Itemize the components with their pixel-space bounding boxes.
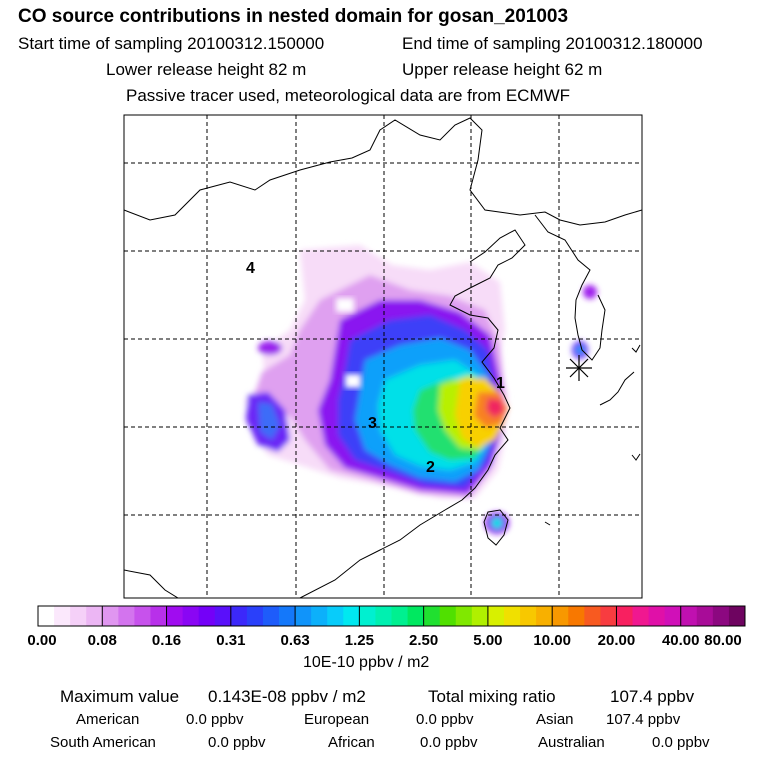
- upper-release-height-label: Upper release height 62 m: [402, 60, 603, 79]
- source-value-american: 0.0 ppbv: [186, 711, 244, 728]
- colorbar-swatch: [214, 606, 232, 626]
- colorbar-swatch: [375, 606, 392, 626]
- colorbar-tick-label: 20.00: [597, 632, 636, 649]
- colorbar-swatch: [134, 606, 151, 626]
- colorbar-swatch: [584, 606, 601, 626]
- colorbar-swatch: [648, 606, 666, 626]
- colorbar-swatch: [552, 606, 569, 626]
- colorbar-swatch: [391, 606, 408, 626]
- colorbar-swatch: [439, 606, 457, 626]
- colorbar-tick-label: 10.00: [533, 632, 571, 649]
- source-name-american: American: [76, 711, 140, 728]
- colorbar-tick-label: 80.00: [704, 632, 742, 649]
- colorbar-swatch: [600, 606, 617, 626]
- colorbar-tick-label: 0.63: [280, 632, 310, 649]
- colorbar-swatch: [487, 606, 505, 626]
- max-value: 0.143E-08 ppbv / m2: [208, 687, 366, 706]
- colorbar-tick-label: 0.16: [151, 632, 182, 649]
- colorbar-swatch: [118, 606, 135, 626]
- colorbar-swatch: [632, 606, 649, 626]
- map-panel: [124, 115, 642, 598]
- colorbar-swatch: [54, 606, 71, 626]
- colorbar-swatch: [696, 606, 714, 626]
- colorbar-tick-label: 0.00: [27, 632, 57, 649]
- start-time-label: Start time of sampling 20100312.150000: [18, 34, 325, 53]
- source-name-european: European: [304, 711, 370, 728]
- concentration-field: [245, 245, 597, 534]
- colorbar-swatch: [343, 606, 360, 626]
- source-value-south-american: 0.0 ppbv: [208, 734, 266, 751]
- source-value-european: 0.0 ppbv: [416, 711, 474, 728]
- colorbar-swatch: [70, 606, 87, 626]
- colorbar-frame: [37, 605, 746, 627]
- total-mixing-label: Total mixing ratio: [428, 687, 556, 706]
- colorbar-swatch: [102, 606, 119, 626]
- source-value-african: 0.0 ppbv: [420, 734, 478, 751]
- colorbar-swatch: [664, 606, 682, 626]
- colorbar: [37, 605, 746, 627]
- colorbar-swatch: [262, 606, 280, 626]
- colorbar-swatch: [455, 606, 473, 626]
- colorbar-swatch: [536, 606, 553, 626]
- colorbar-tick-label: 0.08: [87, 632, 117, 649]
- colorbar-swatch: [166, 606, 184, 626]
- asterisk-icon: [566, 355, 592, 381]
- colorbar-swatch: [359, 606, 376, 626]
- colorbar-swatch: [407, 606, 425, 626]
- colorbar-swatch: [182, 606, 200, 626]
- end-time-label: End time of sampling 20100312.180000: [402, 34, 703, 53]
- colorbar-swatch: [230, 606, 248, 626]
- colorbar-swatch: [728, 606, 746, 626]
- colorbar-swatch: [712, 606, 730, 626]
- source-name-south-american: South American: [50, 734, 156, 751]
- region-label-2: 2: [426, 459, 435, 476]
- map-frame: [123, 114, 643, 599]
- colorbar-swatch: [568, 606, 585, 626]
- colorbar-tick-label: 2.50: [409, 632, 439, 649]
- colorbar-swatch: [471, 606, 489, 626]
- region-label-1: 1: [496, 375, 505, 392]
- colorbar-units: 10E-10 ppbv / m2: [303, 654, 430, 671]
- colorbar-swatch: [616, 606, 633, 626]
- tracer-note: Passive tracer used, meteorological data…: [126, 86, 571, 105]
- lower-release-height-label: Lower release height 82 m: [106, 60, 307, 79]
- max-value-label: Maximum value: [60, 687, 180, 706]
- colorbar-swatch: [423, 606, 441, 626]
- colorbar-swatch: [279, 606, 296, 626]
- colorbar-swatch: [295, 606, 312, 626]
- colorbar-swatch: [86, 606, 103, 626]
- colorbar-tick-label: 1.25: [344, 632, 374, 649]
- colorbar-swatch: [680, 606, 698, 626]
- colorbar-swatch: [503, 606, 521, 626]
- source-value-asian: 107.4 ppbv: [606, 711, 681, 728]
- colorbar-swatch: [327, 606, 344, 626]
- colorbar-swatch: [150, 606, 167, 626]
- colorbar-tick-label: 40.00: [661, 632, 700, 649]
- coastlines: [124, 117, 642, 598]
- total-mixing-value: 107.4 ppbv: [610, 687, 695, 706]
- colorbar-swatch: [246, 606, 264, 626]
- region-label-3: 3: [368, 415, 377, 432]
- source-name-african: African: [328, 734, 375, 751]
- colorbar-swatch: [198, 606, 216, 626]
- colorbar-swatch: [520, 606, 537, 626]
- colorbar-swatch: [311, 606, 328, 626]
- region-label-4: 4: [246, 260, 255, 277]
- source-name-australian: Australian: [538, 734, 605, 751]
- colorbar-tick-label: 5.00: [473, 632, 503, 649]
- source-value-australian: 0.0 ppbv: [652, 734, 710, 751]
- colorbar-swatch: [38, 606, 55, 626]
- figure-title: CO source contributions in nested domain…: [18, 6, 569, 27]
- gridlines: [124, 115, 642, 598]
- colorbar-tick-label: 0.31: [216, 632, 246, 649]
- source-name-asian: Asian: [536, 711, 574, 728]
